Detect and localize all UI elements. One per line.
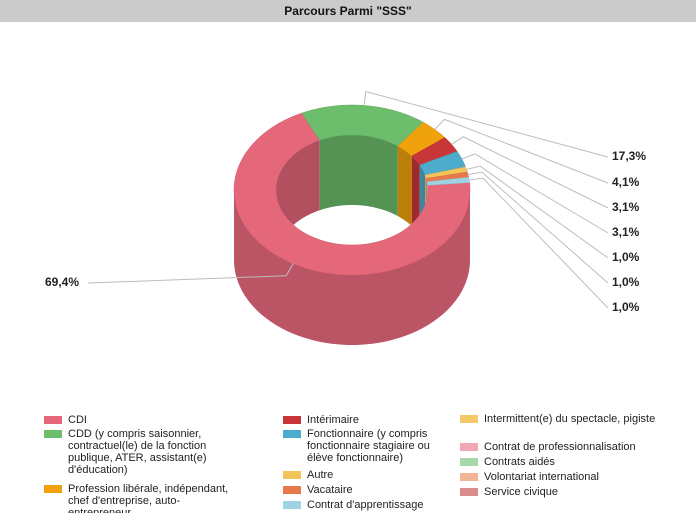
legend-swatch (460, 458, 478, 466)
slice-inner-wall (397, 146, 412, 227)
data-label: 4,1% (612, 175, 640, 189)
legend-item: Fonctionnaire (y compris fonctionnaire s… (283, 428, 452, 464)
data-label: 1,0% (612, 250, 640, 264)
legend-swatch (283, 501, 301, 509)
legend-item: CDI (44, 414, 233, 426)
legend-item: Intermittent(e) du spectacle, pigiste (460, 413, 664, 425)
legend-swatch (283, 486, 301, 494)
legend-item: CDD (y compris saisonnier, contractuel(l… (44, 428, 233, 476)
legend-item: Vacataire (283, 484, 452, 496)
legend-item: Contrat d'apprentissage (283, 499, 452, 511)
slice (426, 177, 470, 186)
legend-swatch (44, 485, 62, 493)
legend-label: Intermittent(e) du spectacle, pigiste (484, 413, 656, 425)
legend-label: Contrat d'apprentissage (307, 499, 424, 511)
leader-line (434, 118, 609, 184)
legend-item: Contrats aidés (460, 456, 674, 468)
legend-item: Contrat de professionnalisation (460, 441, 674, 453)
plot: 69,4% 17,3% 4,1% 3,1% 3,1% 1,0% 1,0% 1,0% (45, 90, 646, 345)
leader-line (467, 171, 609, 284)
slice-outer-wall (234, 190, 470, 345)
leader-line (451, 136, 609, 209)
legend-item: Profession libérale, indépendant, chef d… (44, 483, 233, 513)
legend-label: CDI (68, 414, 87, 426)
data-label: 3,1% (612, 225, 640, 239)
legend-swatch (460, 473, 478, 481)
legend-swatch (283, 430, 301, 438)
legend-swatch (460, 415, 478, 423)
legend-label: Fonctionnaire (y compris fonctionnaire s… (307, 428, 430, 464)
legend-item: Autre (283, 469, 452, 481)
leader-line (363, 90, 609, 158)
top-layer (233, 104, 471, 276)
data-label: 3,1% (612, 200, 640, 214)
data-label: 17,3% (612, 149, 646, 163)
legend-swatch (44, 430, 62, 438)
legend-item: Service civique (460, 486, 674, 498)
outer-layer (234, 190, 470, 345)
slice-inner-wall (411, 156, 420, 236)
legend-label: Autre (307, 469, 334, 481)
legend-swatch (283, 471, 301, 479)
legend-label: Contrats aidés (484, 456, 555, 468)
chart-title: Parcours Parmi "SSS" (0, 0, 696, 22)
legend-label: Intérimaire (307, 414, 359, 426)
leader-line (469, 177, 609, 309)
legend-label: CDD (y compris saisonnier, contractuel(l… (68, 428, 207, 476)
data-label: 69,4% (45, 275, 79, 289)
legend-swatch (460, 443, 478, 451)
legend-item: Intérimaire (283, 414, 452, 426)
leader-line (466, 165, 609, 259)
data-label: 1,0% (612, 275, 640, 289)
legend-label: Contrat de professionnalisation (484, 441, 636, 453)
legend-label: Vacataire (307, 484, 353, 496)
legend-label: Volontariat international (484, 471, 599, 483)
legend-swatch (460, 488, 478, 496)
slice-inner-wall (319, 135, 398, 217)
legend-label: Service civique (484, 486, 558, 498)
leader-line (461, 153, 609, 234)
leader-line (87, 263, 294, 284)
legend-swatch (44, 416, 62, 424)
legend-label: Profession libérale, indépendant, chef d… (68, 483, 229, 513)
legend-swatch (283, 416, 301, 424)
legend-item: Volontariat international (460, 471, 674, 483)
data-label: 1,0% (612, 300, 640, 314)
